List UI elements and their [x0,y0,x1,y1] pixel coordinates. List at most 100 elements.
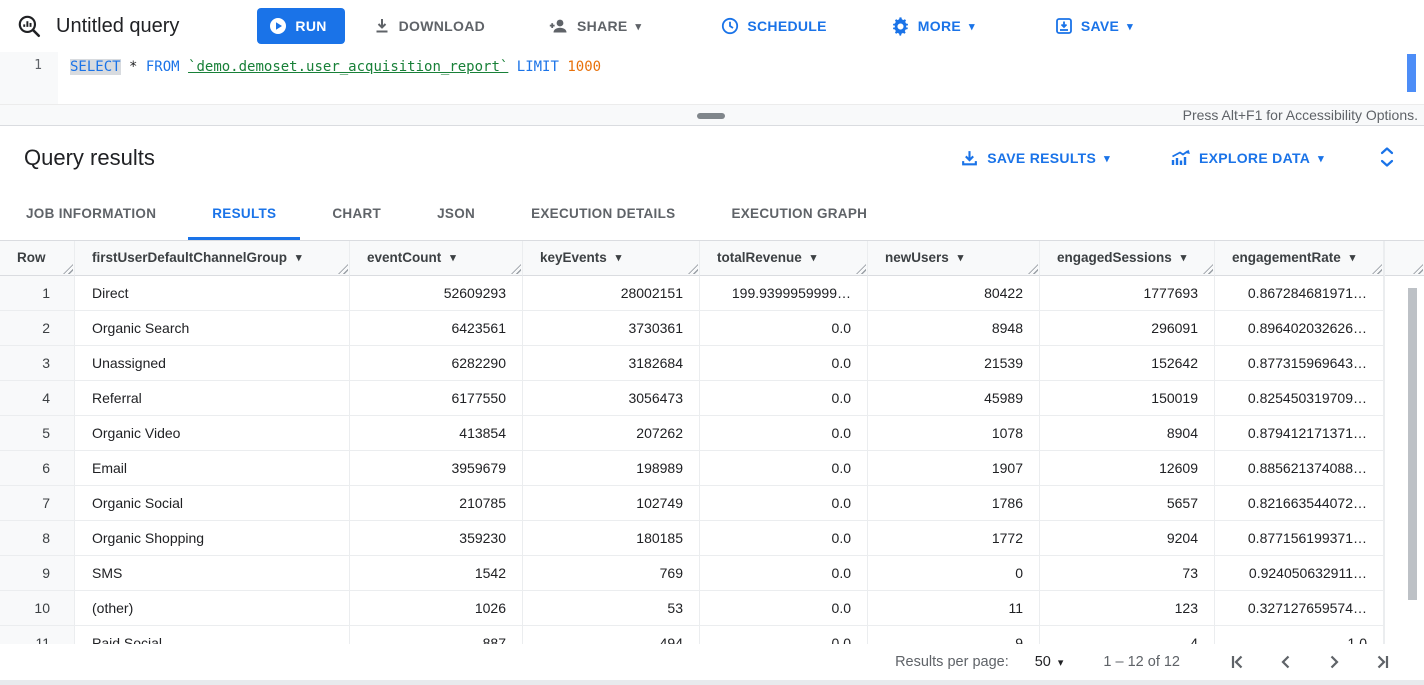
results-table: Row firstUserDefaultChannelGroup ▾ eventCou… [0,241,1424,644]
column-resize-handle[interactable] [1203,264,1213,274]
tab-json[interactable]: JSON [437,206,476,221]
column-header-engagedsessions[interactable]: engagedSessions ▾ [1040,241,1215,276]
table-row: 9 SMS 1542 769 0.0 0 73 0.924050632911… [0,556,1384,591]
column-header-label: engagementRate [1232,250,1341,265]
data-cell: 8948 [868,311,1040,346]
collapse-results-button[interactable] [1374,142,1400,175]
sort-caret-icon[interactable]: ▾ [810,252,817,264]
row-number-cell: 6 [0,451,75,486]
column-resize-handle[interactable] [856,264,866,274]
run-button[interactable]: RUN [257,8,345,44]
column-header-totalrevenue[interactable]: totalRevenue ▾ [700,241,868,276]
data-cell: 12609 [1040,451,1215,486]
tab-results[interactable]: RESULTS [188,190,301,240]
query-results-title: Query results [24,145,155,170]
query-editor-icon [18,15,41,38]
data-cell: 3730361 [523,311,700,346]
gear-icon [892,16,908,36]
editor-scrollbar-thumb[interactable] [1407,54,1416,92]
data-cell: 0.821663544072… [1215,486,1384,521]
column-header-firstuserdefaultchannelgroup[interactable]: firstUserDefaultChannelGroup ▾ [75,241,350,276]
data-cell: 3056473 [523,381,700,416]
column-resize-handle[interactable] [1372,264,1382,274]
data-cell: 28002151 [523,276,700,311]
column-resize-handle[interactable] [1413,264,1423,274]
data-cell: 73 [1040,556,1215,591]
data-cell: 198989 [523,451,700,486]
page-size-select[interactable]: 50 ▾ [1034,654,1064,670]
tab-execution-details[interactable]: EXECUTION DETAILS [531,206,676,221]
save-results-button[interactable]: SAVE RESULTS ▾ [948,140,1122,176]
share-button[interactable]: SHARE ▾ [539,8,651,44]
sql-token-keyword-selected: SELECT [70,59,121,75]
sql-code-line[interactable]: SELECT * FROM `demo.demoset.user_acquisi… [70,59,601,75]
data-cell: 296091 [1040,311,1215,346]
sql-editor[interactable]: 1 SELECT * FROM `demo.demoset.user_acqui… [0,52,1424,104]
table-row: 4 Referral 6177550 3056473 0.0 45989 150019 0.8… [0,381,1384,416]
first-page-button[interactable] [1224,648,1252,676]
data-cell: 11 [868,591,1040,626]
sort-caret-icon[interactable]: ▾ [450,252,456,264]
explore-data-button[interactable]: EXPLORE DATA ▾ [1158,140,1336,176]
sql-token-plain: * [120,59,146,75]
more-button[interactable]: MORE ▾ [881,8,985,44]
column-header-keyevents[interactable]: keyEvents ▾ [523,241,700,276]
sql-token-plain [508,59,516,75]
sort-caret-icon[interactable]: ▾ [957,252,964,264]
data-cell: 0.885621374088… [1215,451,1384,486]
data-cell: 1777693 [1040,276,1215,311]
data-cell: 0.924050632911… [1215,556,1384,591]
row-number-cell: 11 [0,626,75,644]
data-cell: 150019 [1040,381,1215,416]
editor-line-number-gutter: 1 [0,52,58,104]
column-resize-handle[interactable] [338,264,348,274]
data-cell: 0.0 [700,486,868,521]
sort-caret-icon[interactable]: ▾ [296,252,302,264]
sort-caret-icon[interactable]: ▾ [615,252,622,264]
column-header-row[interactable]: Row [0,241,75,276]
tab-chart[interactable]: CHART [332,206,382,221]
schedule-button[interactable]: SCHEDULE [711,8,836,44]
data-cell: Organic Video [75,416,350,451]
column-resize-handle[interactable] [63,264,73,274]
row-number-cell: 7 [0,486,75,521]
pane-resize-handle[interactable] [697,113,725,119]
save-button[interactable]: SAVE ▾ [1045,8,1143,44]
download-button[interactable]: DOWNLOAD [363,8,495,44]
unfold-chevrons-icon [1380,146,1394,167]
column-header-eventcount[interactable]: eventCount ▾ [350,241,523,276]
data-cell: 0.896402032626… [1215,311,1384,346]
save-dropdown-caret: ▾ [1127,20,1133,33]
data-cell: 0.0 [700,556,868,591]
page-size-caret: ▾ [1057,656,1064,669]
column-resize-handle[interactable] [1028,264,1038,274]
tab-job-information[interactable]: JOB INFORMATION [26,206,157,221]
column-resize-handle[interactable] [688,264,698,274]
data-cell: 21539 [868,346,1040,381]
data-cell: (other) [75,591,350,626]
row-number-cell: 5 [0,416,75,451]
next-page-button[interactable] [1320,648,1348,676]
table-vertical-scrollbar[interactable] [1408,288,1417,600]
sort-caret-icon[interactable]: ▾ [1180,252,1187,264]
column-header-engagementrate[interactable]: engagementRate ▾ [1215,241,1384,276]
window-bottom-strip [0,680,1424,685]
row-number-cell: 8 [0,521,75,556]
last-page-button[interactable] [1368,648,1396,676]
data-cell: 0.327127659574… [1215,591,1384,626]
data-cell: 9 [868,626,1040,644]
column-resize-handle[interactable] [511,264,521,274]
row-number-cell: 9 [0,556,75,591]
sort-caret-icon[interactable]: ▾ [1349,252,1356,264]
data-cell: 1907 [868,451,1040,486]
data-cell: 123 [1040,591,1215,626]
tab-execution-graph[interactable]: EXECUTION GRAPH [731,206,868,221]
data-cell: 0.0 [700,381,868,416]
person-add-icon [549,19,567,33]
table-row: 11 Paid Social 887 494 0.0 9 4 1.0 [0,626,1384,644]
column-header-newusers[interactable]: newUsers ▾ [868,241,1040,276]
previous-page-button[interactable] [1272,648,1300,676]
row-number-cell: 4 [0,381,75,416]
download-icon [376,19,388,33]
table-row: 6 Email 3959679 198989 0.0 1907 12609 0.8856213… [0,451,1384,486]
